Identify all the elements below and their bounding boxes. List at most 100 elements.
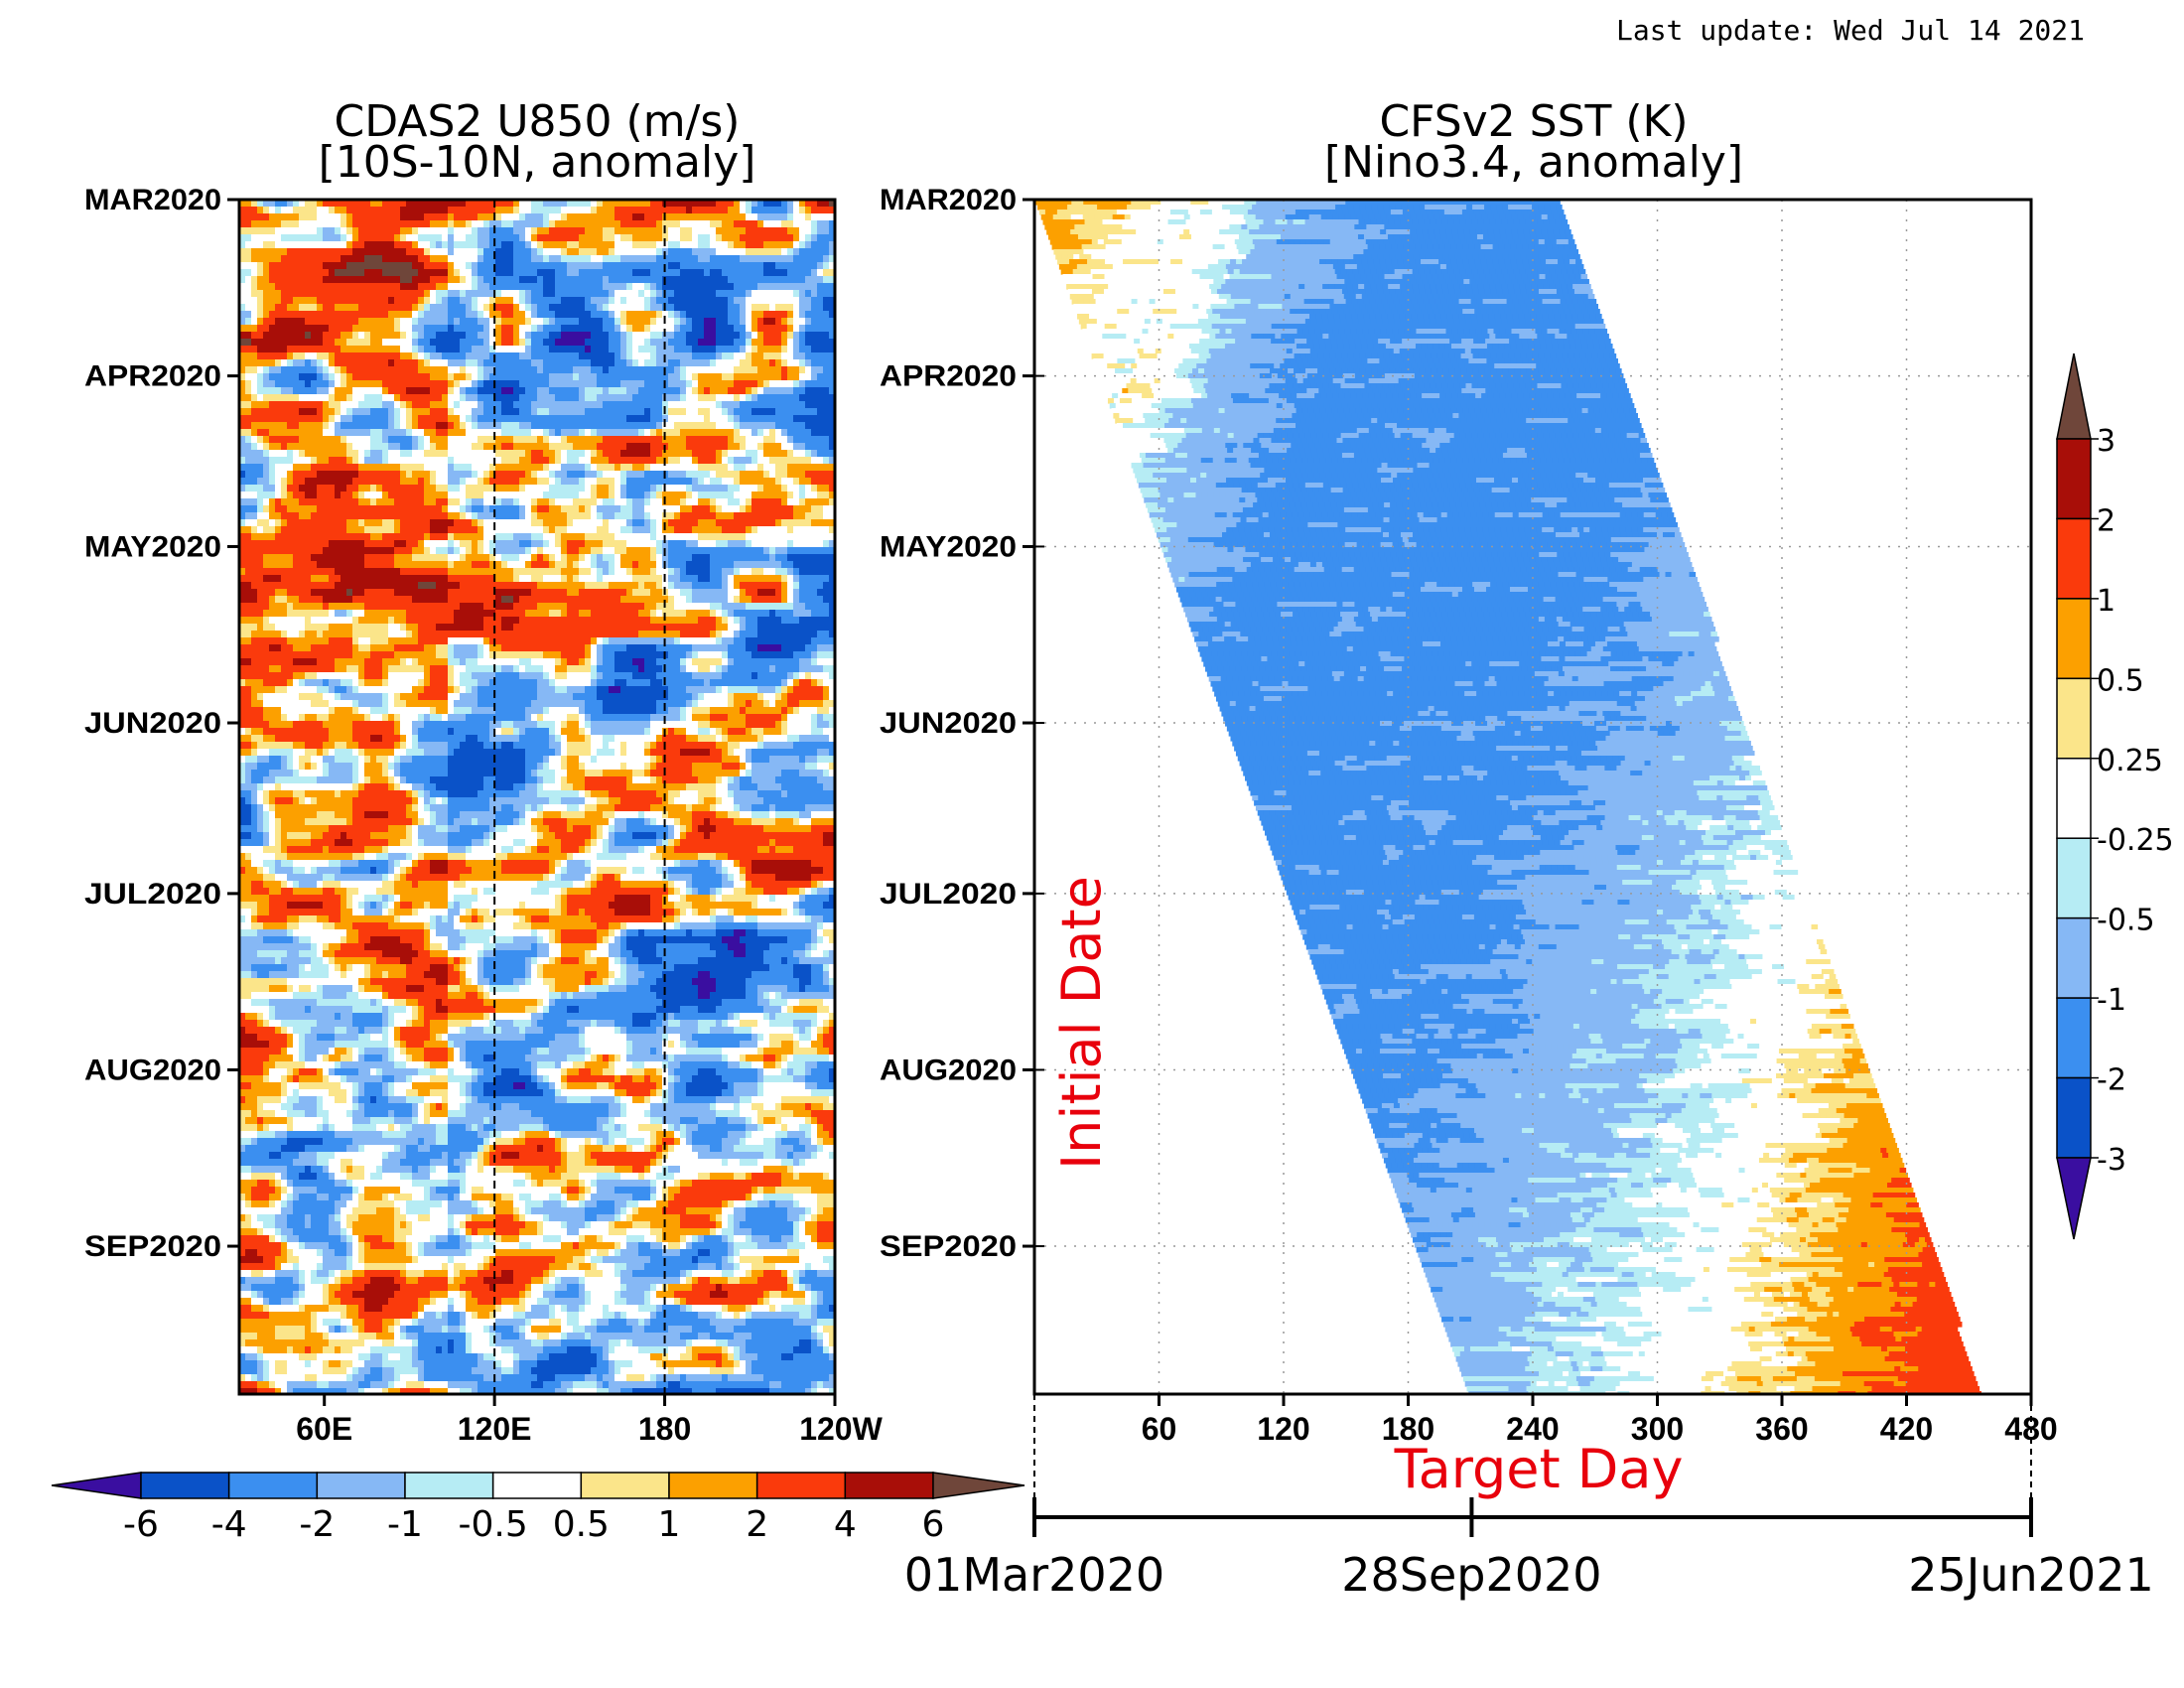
u850-cell (412, 526, 419, 534)
u850-cell (811, 248, 818, 256)
u850-cell (507, 262, 514, 270)
u850-cell (799, 401, 806, 409)
u850-cell (305, 290, 312, 298)
u850-cell (561, 276, 568, 284)
u850-cell (263, 297, 270, 305)
u850-cell (668, 387, 675, 395)
u850-cell (525, 325, 532, 333)
u850-cell (311, 436, 318, 444)
u850-cell (352, 415, 359, 423)
u850-cell (239, 471, 246, 479)
u850-cell (251, 227, 258, 235)
u850-cell (299, 505, 306, 513)
u850-cell (537, 283, 544, 291)
u850-cell (525, 415, 532, 423)
u850-cell (769, 526, 776, 534)
u850-cell (525, 533, 532, 541)
u850-cell (763, 255, 770, 263)
u850-cell (263, 241, 270, 249)
u850-cell (483, 359, 490, 367)
u850-cell (746, 241, 752, 249)
u850-cell (281, 359, 288, 367)
u850-cell (775, 200, 782, 208)
u850-cell (317, 505, 324, 513)
u850-cell (460, 457, 467, 465)
u850-cell (513, 200, 520, 208)
u850-cell (305, 457, 312, 465)
u850-cell (609, 325, 615, 333)
u850-cell (442, 241, 449, 249)
u850-cell (495, 366, 502, 374)
u850-cell (680, 387, 687, 395)
u850-cell (609, 352, 615, 360)
u850-cell (561, 436, 568, 444)
u850-cell (269, 241, 276, 249)
u850-cell (531, 200, 538, 208)
u850-cell (823, 227, 830, 235)
u850-cell (775, 478, 782, 486)
u850-cell (555, 485, 562, 492)
u850-cell (823, 359, 830, 367)
u850-cell (811, 526, 818, 534)
u850-cell (501, 346, 508, 353)
u850-cell (430, 276, 437, 284)
u850-cell (507, 352, 514, 360)
u850-cell (531, 387, 538, 395)
u850-cell (382, 478, 389, 486)
u850-cell (537, 443, 544, 451)
u850-cell (722, 318, 729, 326)
u850-cell (293, 429, 300, 437)
u850-cell (281, 318, 288, 326)
u850-cell (394, 373, 401, 381)
u850-cell (805, 519, 812, 527)
u850-cell (769, 485, 776, 492)
u850-cell (644, 359, 651, 367)
u850-cell (352, 373, 359, 381)
u850-cell (585, 401, 592, 409)
u850-cell (519, 478, 526, 486)
u850-cell (620, 359, 627, 367)
u850-cell (370, 505, 377, 513)
u850-cell (692, 339, 699, 347)
u850-cell (406, 387, 413, 395)
u850-cell (370, 443, 377, 451)
u850-cell (293, 533, 300, 541)
u850-cell (507, 540, 514, 548)
u850-cell (394, 213, 401, 221)
u850-cell (263, 436, 270, 444)
u850-cell (775, 227, 782, 235)
u850-cell (650, 207, 657, 214)
u850-cell (603, 318, 610, 326)
u850-cell (382, 526, 389, 534)
u850-cell (269, 269, 276, 277)
u850-cell (722, 276, 729, 284)
u850-cell (239, 234, 246, 242)
u850-cell (239, 380, 246, 388)
u850-cell (323, 533, 330, 541)
u850-cell (388, 387, 395, 395)
u850-cell (466, 311, 473, 319)
u850-cell (364, 332, 371, 340)
u850-cell (370, 450, 377, 458)
u850-cell (698, 213, 705, 221)
u850-cell (710, 318, 717, 326)
u850-cell (251, 262, 258, 270)
u850-cell (561, 262, 568, 270)
u850-cell (430, 262, 437, 270)
u850-cell (555, 526, 562, 534)
u850-cell (436, 408, 443, 416)
u850-cell (287, 429, 294, 437)
u850-cell (239, 262, 246, 270)
u850-cell (460, 297, 467, 305)
u850-cell (698, 519, 705, 527)
u850-cell (382, 339, 389, 347)
u850-cell (501, 213, 508, 221)
u850-cell (781, 492, 788, 499)
u850-cell (787, 227, 794, 235)
u850-cell (400, 276, 407, 284)
u850-cell (275, 255, 282, 263)
u850-cell (644, 464, 651, 472)
u850-cell (376, 366, 383, 374)
u850-cell (329, 213, 336, 221)
u850-cell (513, 262, 520, 270)
